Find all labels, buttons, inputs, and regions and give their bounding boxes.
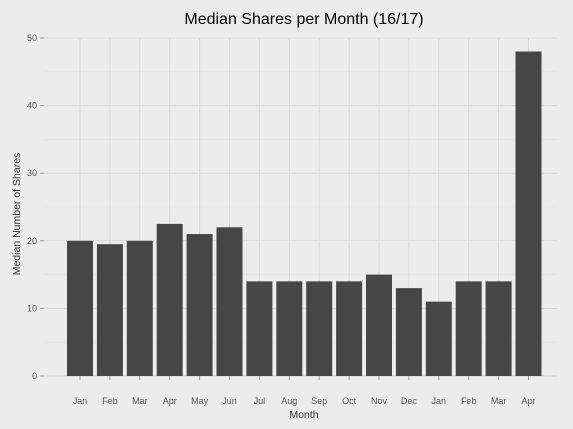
bar xyxy=(246,281,273,376)
y-tick-label: 0 xyxy=(32,371,37,381)
x-tick-label: Feb xyxy=(102,396,118,406)
x-tick-label: Jan xyxy=(73,396,88,406)
x-tick-label: Apr xyxy=(163,396,177,406)
bar xyxy=(515,51,542,377)
bar xyxy=(67,240,93,376)
bar xyxy=(186,234,213,376)
bar xyxy=(96,244,123,376)
y-tick-label: 30 xyxy=(27,168,37,178)
x-tick-label: Jul xyxy=(254,396,266,406)
chart-title: Median Shares per Month (16/17) xyxy=(184,11,423,28)
y-tick-label: 40 xyxy=(27,101,37,111)
bar xyxy=(366,274,392,376)
bar xyxy=(216,227,243,376)
bar xyxy=(276,281,303,376)
bar xyxy=(455,281,482,376)
bar xyxy=(306,281,333,376)
bars xyxy=(67,51,542,377)
x-tick-label: Jun xyxy=(222,396,237,406)
y-tick-label: 50 xyxy=(27,33,37,43)
x-tick-label: Oct xyxy=(342,396,357,406)
x-tick-label: Aug xyxy=(281,396,297,406)
bar xyxy=(156,223,183,376)
x-tick-label: Sep xyxy=(311,396,327,406)
bar xyxy=(395,288,422,376)
x-tick-label: May xyxy=(191,396,209,406)
y-tick-label: 10 xyxy=(27,303,37,313)
x-tick-label: Mar xyxy=(491,396,507,406)
bar xyxy=(336,281,363,376)
x-tick-label: Jan xyxy=(432,396,447,406)
x-tick-label: Dec xyxy=(401,396,418,406)
y-axis: 0 10 20 30 40 50 xyxy=(27,33,44,381)
x-axis: Jan Feb Mar Apr May Jun Jul Aug Sep Oct Nov Dec Jan F… xyxy=(73,376,536,406)
bar xyxy=(425,301,452,376)
x-tick-label: Apr xyxy=(521,396,535,406)
x-tick-label: Mar xyxy=(132,396,148,406)
y-axis-label: Median Number of Shares xyxy=(11,153,23,276)
bar xyxy=(126,240,153,376)
y-tick-label: 20 xyxy=(27,236,37,246)
x-tick-label: Feb xyxy=(461,396,477,406)
x-tick-label: Nov xyxy=(371,396,388,406)
bar xyxy=(485,281,512,376)
x-axis-label: Month xyxy=(289,409,318,421)
